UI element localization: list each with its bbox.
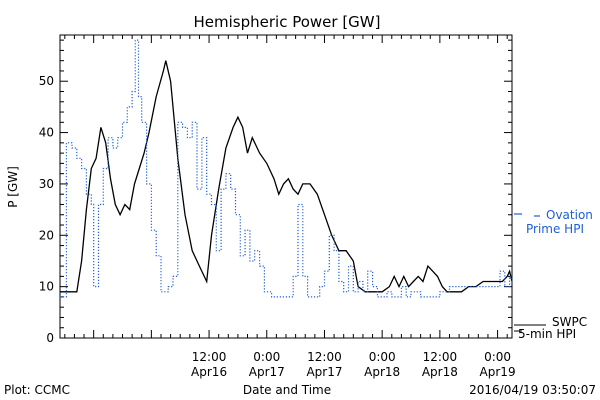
x-axis: 12:00Apr160:00Apr1712:00Apr170:00Apr1812… xyxy=(64,35,516,379)
y-tick-label: 50 xyxy=(39,74,54,88)
legend: Ovation Prime HPI SWPC 5-min HPI xyxy=(514,208,593,341)
x-axis-label: Date and Time xyxy=(243,383,331,397)
x-tick-label-time: 0:00 xyxy=(484,350,511,364)
x-tick-label-date: Apr16 xyxy=(191,365,227,379)
x-tick-label-date: Apr18 xyxy=(364,365,400,379)
chart-title: Hemispheric Power [GW] xyxy=(194,13,381,31)
x-tick-label-date: Apr19 xyxy=(480,365,516,379)
x-tick-label-time: 0:00 xyxy=(253,350,280,364)
x-tick-label-date: Apr18 xyxy=(422,365,458,379)
x-tick-label-time: 12:00 xyxy=(307,350,342,364)
y-tick-label: 30 xyxy=(39,177,54,191)
y-tick-label: 20 xyxy=(39,228,54,242)
legend-ovation-line1: Ovation xyxy=(546,208,593,222)
y-tick-label: 10 xyxy=(39,280,54,294)
series-layer xyxy=(60,39,513,298)
legend-ovation-line2: Prime HPI xyxy=(526,222,584,236)
x-tick-label-time: 12:00 xyxy=(423,350,458,364)
x-tick-label-time: 0:00 xyxy=(369,350,396,364)
plot-credit: Plot: CCMC xyxy=(4,383,70,397)
legend-swpc-line2: 5-min HPI xyxy=(518,327,576,341)
y-tick-label: 40 xyxy=(39,126,54,140)
y-tick-label: 0 xyxy=(46,331,54,345)
y-axis-label: P [GW] xyxy=(6,166,20,208)
series-ovation-prime-line xyxy=(60,39,513,298)
x-tick-label-date: Apr17 xyxy=(306,365,342,379)
y-axis: 0 10 20 30 40 50 xyxy=(39,39,512,345)
x-tick-label-date: Apr17 xyxy=(249,365,285,379)
legend-swpc-line1: SWPC xyxy=(552,315,587,329)
x-tick-label-time: 12:00 xyxy=(192,350,227,364)
series-swpc-line xyxy=(60,60,513,293)
plot-timestamp: 2016/04/19 03:50:07 xyxy=(469,383,596,397)
plot-frame xyxy=(59,34,513,339)
